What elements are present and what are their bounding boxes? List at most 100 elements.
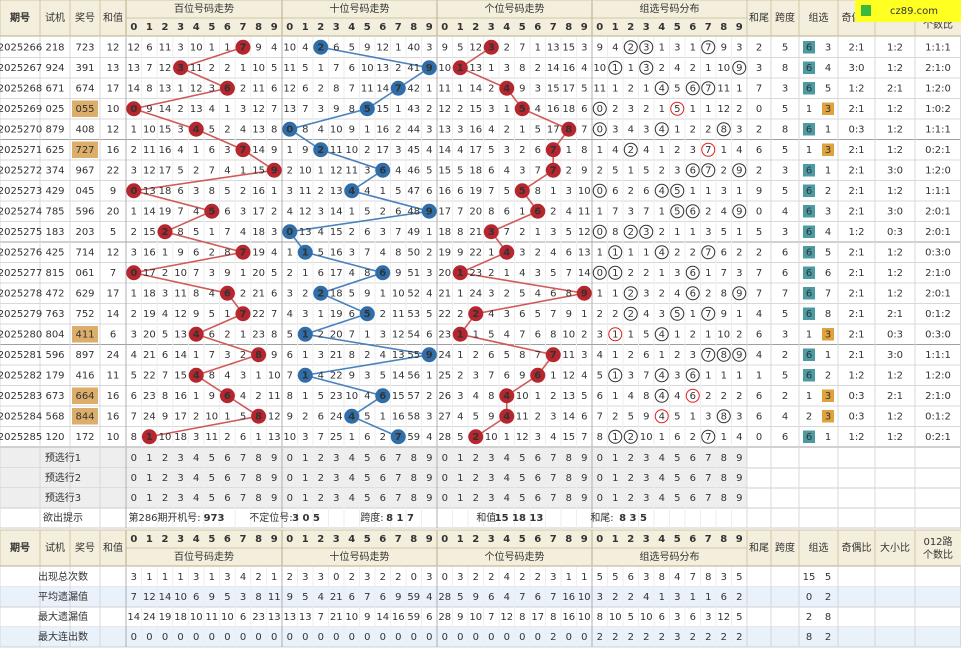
- group-hit-box: [803, 61, 815, 74]
- header-digit: 8: [255, 22, 262, 33]
- preselect-digit: 7: [705, 493, 711, 504]
- stats-value: 4: [240, 572, 246, 583]
- group-hit: [670, 183, 685, 198]
- group-digit: 1: [612, 329, 618, 340]
- omission-value: 2: [643, 268, 649, 279]
- number-ball: [375, 265, 391, 281]
- preselect-digit: 6: [224, 473, 230, 484]
- stats-value: 3: [674, 632, 680, 643]
- preselect-digit: 2: [162, 493, 168, 504]
- preselect-digit: 9: [426, 493, 432, 504]
- hint-fixed-label: 不定位号:: [249, 511, 292, 524]
- period: 2025268: [0, 83, 42, 94]
- number-ball: [421, 60, 437, 76]
- group-hit: [701, 142, 716, 157]
- stats-value: 0: [240, 632, 246, 643]
- route-ratio: 0:2:1: [925, 145, 951, 156]
- group-hit: [654, 81, 669, 96]
- omission-value: 3: [177, 124, 183, 135]
- header-digit: 2: [162, 22, 169, 33]
- header-digit: 1: [302, 534, 309, 545]
- omission-value: 21: [469, 227, 482, 238]
- omission-value: 20: [252, 268, 265, 279]
- prize-number: 674: [75, 83, 94, 94]
- hint-sum: 15 18 13: [495, 513, 544, 524]
- omission-value: 28: [438, 432, 451, 443]
- omission-value: 53: [407, 309, 420, 320]
- omission-value: 6: [395, 206, 401, 217]
- preselect-digit: 5: [209, 453, 215, 464]
- prize-number: 967: [75, 165, 94, 176]
- stats-value: 2: [806, 612, 812, 623]
- omission-value: 6: [271, 288, 277, 299]
- group-hit: [654, 245, 669, 260]
- omission-value: 15: [376, 104, 389, 115]
- sum-tail: 7: [756, 288, 762, 299]
- omission-value: 2: [318, 186, 324, 197]
- omission-value: 6: [581, 411, 587, 422]
- omission-value: 1: [581, 309, 587, 320]
- omission-value: 14: [174, 350, 187, 361]
- group-digit: 7: [705, 165, 711, 176]
- omission-value: 2: [131, 227, 137, 238]
- stats-value: 6: [240, 612, 246, 623]
- omission-value: 2: [581, 329, 587, 340]
- omission-value: 49: [407, 227, 420, 238]
- omission-value: 12: [516, 432, 529, 443]
- header-digit: 2: [627, 22, 634, 33]
- omission-value: 2: [255, 391, 261, 402]
- omission-value: 1: [659, 432, 665, 443]
- ball-digit: 5: [364, 104, 371, 115]
- omission-value: 1: [705, 63, 711, 74]
- omission-value: 9: [333, 104, 339, 115]
- stats-value: 19: [159, 612, 172, 623]
- omission-value: 2: [612, 309, 618, 320]
- omission-value: 16: [159, 145, 172, 156]
- stats-value: 8: [597, 612, 603, 623]
- group-omission: 2: [825, 186, 831, 197]
- prize-number: 714: [75, 247, 94, 258]
- omission-value: 21: [330, 350, 343, 361]
- stats-value: 0: [162, 632, 168, 643]
- omission-value: 4: [380, 247, 386, 258]
- omission-value: 2: [240, 350, 246, 361]
- period: 2025283: [0, 391, 42, 402]
- omission-value: 1: [612, 83, 618, 94]
- preselect-digit: 3: [488, 473, 494, 484]
- omission-value: 15: [252, 165, 265, 176]
- omission-value: 16: [252, 186, 265, 197]
- stats-value: 2: [255, 572, 261, 583]
- omission-value: 2: [240, 288, 246, 299]
- preselect-digit: 4: [193, 473, 199, 484]
- omission-value: 3: [721, 186, 727, 197]
- omission-value: 54: [407, 329, 420, 340]
- omission-value: 19: [330, 309, 343, 320]
- group-digit: 2: [628, 432, 634, 443]
- preselect-digit: 7: [240, 473, 246, 484]
- omission-value: 1: [380, 411, 386, 422]
- preselect-digit: 1: [146, 493, 152, 504]
- group-digit: 1: [612, 432, 618, 443]
- omission-value: 3: [659, 309, 665, 320]
- omission-value: 7: [535, 350, 541, 361]
- omission-value: 42: [407, 83, 420, 94]
- header-digit: 3: [488, 22, 495, 33]
- group-hit: [592, 224, 607, 239]
- omission-value: 2: [240, 186, 246, 197]
- omission-value: 1: [705, 186, 711, 197]
- number-ball: [188, 121, 204, 137]
- omission-value: 10: [283, 42, 296, 53]
- prize-number: 203: [75, 227, 94, 238]
- ball-digit: 5: [208, 206, 215, 217]
- big-small-ratio: 0:3: [887, 329, 903, 340]
- preselect-digit: 6: [224, 493, 230, 504]
- omission-value: 18: [438, 227, 451, 238]
- group-hit: [701, 429, 716, 444]
- group-omission: 6: [806, 206, 812, 217]
- group-omission: 6: [806, 63, 812, 74]
- omission-value: 1: [566, 145, 572, 156]
- group-hit: [608, 265, 623, 280]
- omission-value: 9: [721, 42, 727, 53]
- omission-value: 3: [504, 145, 510, 156]
- sum-tail: 4: [756, 350, 762, 361]
